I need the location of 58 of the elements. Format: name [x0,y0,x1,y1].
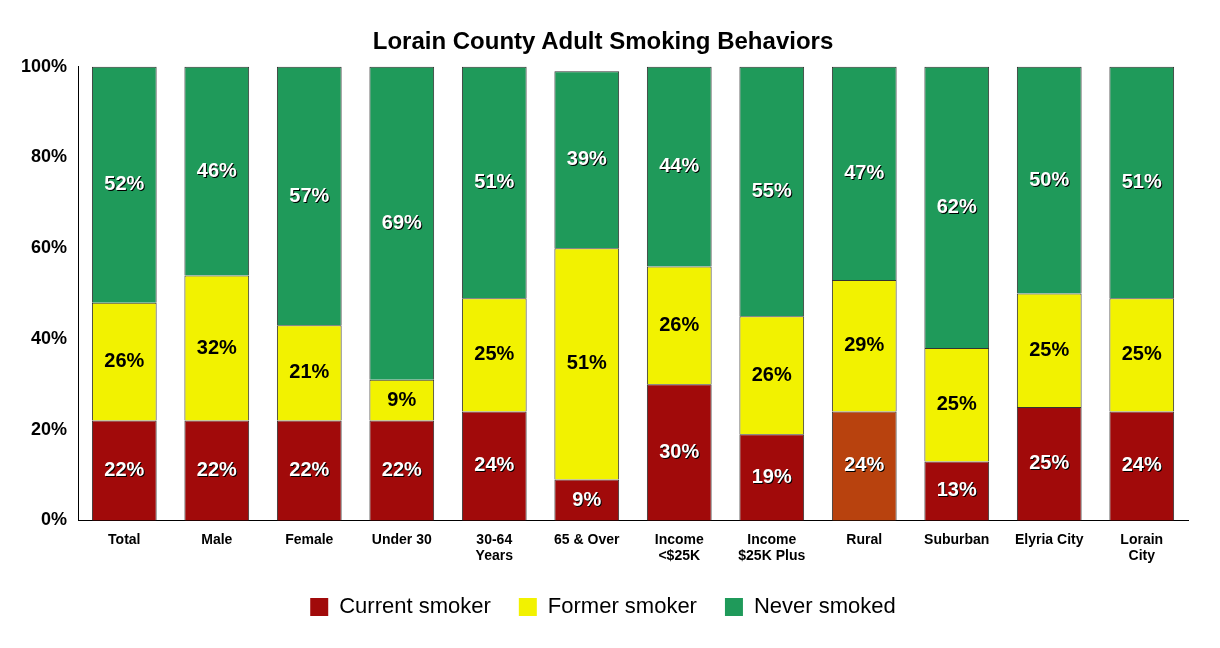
x-tick-label: Suburban [924,530,990,547]
x-tick-label: Rural [846,530,883,547]
data-label: 47% [844,160,885,183]
x-tick-label: Male [201,530,233,547]
x-tick-label: 30-64 Years [475,530,514,564]
data-label: 22% [381,458,423,481]
data-label: 26% [104,349,145,372]
data-label: 26% [659,312,700,335]
x-tick-label: Female [285,530,334,547]
data-label: 51% [566,351,607,374]
data-label: 22% [196,458,238,481]
x-tick-label: Income $25K Plus [738,530,806,564]
x-tick-label: Under 30 [371,530,432,547]
data-label: 24% [844,453,885,476]
data-label: 50% [1029,167,1070,190]
data-label: 32% [196,335,238,358]
data-label: 69% [381,210,423,233]
data-label: 57% [289,183,330,206]
data-label: 21% [289,360,330,383]
data-label: 9% [572,487,602,510]
data-label: 25% [474,342,515,365]
data-label: 30% [659,439,700,462]
y-tick-label: 0% [41,509,68,530]
data-label: 26% [751,362,792,385]
data-label: 46% [196,158,238,181]
data-label: 22% [289,458,330,481]
y-tick-label: 100% [20,55,68,76]
chart-title: Lorain County Adult Smoking Behaviors [372,27,834,55]
x-tick-label: Total [108,530,141,547]
data-label: 19% [751,464,792,487]
data-label: 44% [659,154,700,177]
data-label: 51% [474,169,515,192]
y-tick-label: 20% [31,418,68,439]
data-label: 13% [936,478,977,501]
legend-label: Former smoker [547,593,697,619]
data-label: 52% [104,172,145,195]
data-label: 25% [936,392,977,415]
data-label: 39% [566,147,607,170]
data-label: 24% [1121,453,1162,476]
x-tick-label: Lorain City [1120,530,1164,564]
legend-label: Never smoked [753,593,896,619]
data-label: 9% [387,387,417,410]
data-label: 62% [936,194,977,217]
data-label: 22% [104,458,145,481]
y-tick-label: 60% [31,237,68,258]
y-tick-label: 80% [31,146,68,167]
data-label: 55% [751,179,792,202]
x-tick-label: Income <$25K [654,530,704,564]
x-tick-label: Elyria City [1015,530,1084,547]
data-label: 25% [1029,451,1070,474]
data-label: 25% [1121,342,1162,365]
data-label: 51% [1121,169,1162,192]
x-tick-label: 65 & Over [554,530,621,547]
legend-label: Current smoker [339,593,491,619]
data-label: 25% [1029,337,1070,360]
data-label: 29% [844,333,885,356]
data-label: 24% [474,453,515,476]
y-tick-label: 40% [31,327,68,348]
